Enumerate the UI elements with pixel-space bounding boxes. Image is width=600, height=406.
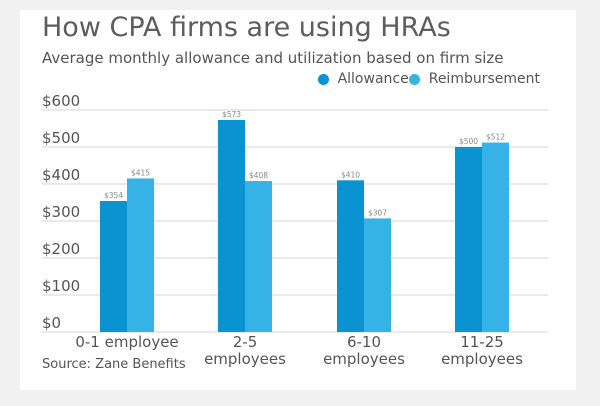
y-tick-label: $100 [42, 277, 80, 295]
x-tick-label: employees [323, 350, 405, 368]
bar-allowance [100, 201, 127, 332]
y-tick-label: $0 [42, 314, 61, 332]
x-tick-label: 0-1 employee [75, 333, 178, 351]
legend-item-allowance: Allowance [317, 71, 409, 87]
y-tick-label: $300 [42, 203, 80, 221]
legend-swatch-allowance [317, 73, 329, 85]
bar-reimbursement [482, 142, 509, 332]
data-label: $408 [249, 171, 268, 180]
legend-swatch-reimbursement [408, 73, 420, 85]
y-tick-label: $200 [42, 240, 80, 258]
data-label: $512 [486, 133, 505, 142]
data-label: $307 [368, 208, 387, 217]
source-note: Source: Zane Benefits [42, 357, 186, 372]
bar-allowance [337, 180, 364, 332]
data-label: $573 [222, 110, 241, 119]
y-tick-label: $400 [42, 166, 80, 184]
y-tick-label: $500 [42, 129, 80, 147]
x-tick-label: 11-25 [460, 333, 504, 351]
bar-allowance [455, 147, 482, 332]
bar-reimbursement [364, 218, 391, 332]
chart-subtitle: Average monthly allowance and utilizatio… [42, 49, 504, 67]
x-tick-label: employees [441, 350, 523, 368]
bar-allowance [218, 119, 245, 333]
x-tick-label: 2-5 [233, 333, 258, 351]
x-tick-label: 6-10 [347, 333, 381, 351]
legend-label-reimbursement: Reimbursement [428, 71, 540, 87]
bar-reimbursement [245, 181, 272, 332]
data-label: $415 [131, 168, 150, 177]
data-label: $354 [104, 191, 123, 200]
x-tick-label: employees [204, 350, 286, 368]
data-label: $500 [459, 137, 478, 146]
legend-label-allowance: Allowance [337, 71, 409, 87]
bar-reimbursement [127, 178, 154, 332]
legend-item-reimbursement: Reimbursement [408, 71, 540, 87]
y-tick-label: $600 [42, 92, 80, 110]
chart-legend: Allowance Reimbursement [317, 71, 540, 87]
chart-title: How CPA firms are using HRAs [42, 12, 451, 43]
data-label: $410 [341, 170, 360, 179]
